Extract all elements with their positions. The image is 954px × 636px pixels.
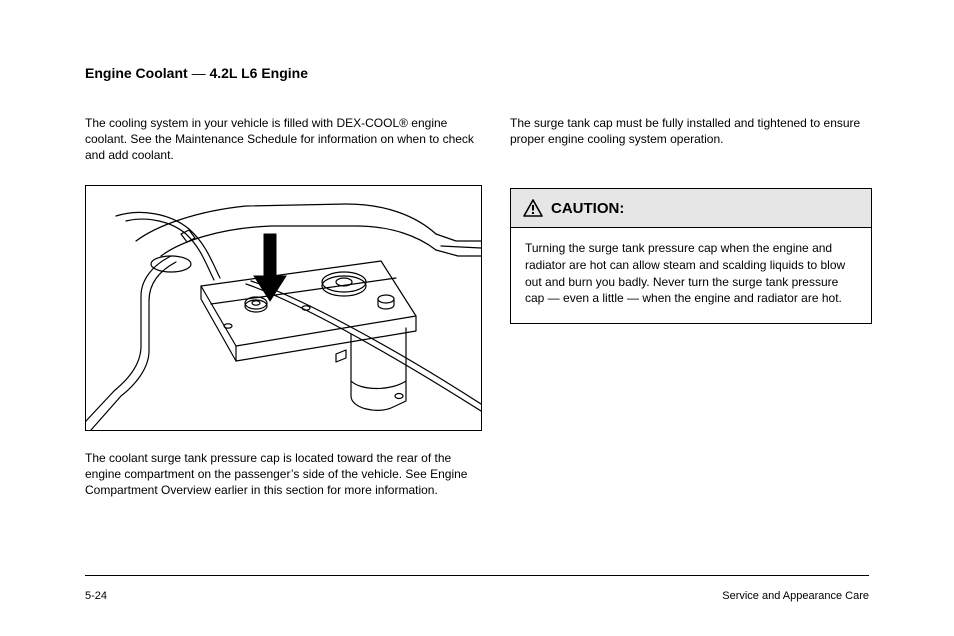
illustration-caption: The coolant surge tank pressure cap is l…: [85, 450, 480, 499]
title-dash: —: [192, 65, 210, 81]
page-number: 5-24: [85, 590, 107, 602]
caution-body: Turning the surge tank pressure cap when…: [511, 228, 871, 323]
pointer-arrow: [254, 234, 286, 301]
caution-heading: CAUTION:: [511, 189, 871, 228]
intro-paragraph: The cooling system in your vehicle is fi…: [85, 115, 480, 164]
footer-section-name: Service and Appearance Care: [722, 590, 869, 602]
page: Engine Coolant — 4.2L L6 Engine The cool…: [0, 0, 954, 636]
footer-rule: [85, 575, 869, 576]
page-title: Engine Coolant — 4.2L L6 Engine: [85, 65, 308, 81]
title-section: Engine Coolant: [85, 65, 188, 81]
engine-illustration: [86, 186, 481, 430]
warning-icon: [523, 199, 543, 217]
caution-box: CAUTION: Turning the surge tank pressure…: [510, 188, 872, 324]
illustration-frame: [85, 185, 482, 431]
right-paragraph: The surge tank cap must be fully install…: [510, 115, 870, 147]
title-subsection: 4.2L L6 Engine: [209, 65, 308, 81]
caution-heading-text: CAUTION:: [551, 200, 624, 217]
